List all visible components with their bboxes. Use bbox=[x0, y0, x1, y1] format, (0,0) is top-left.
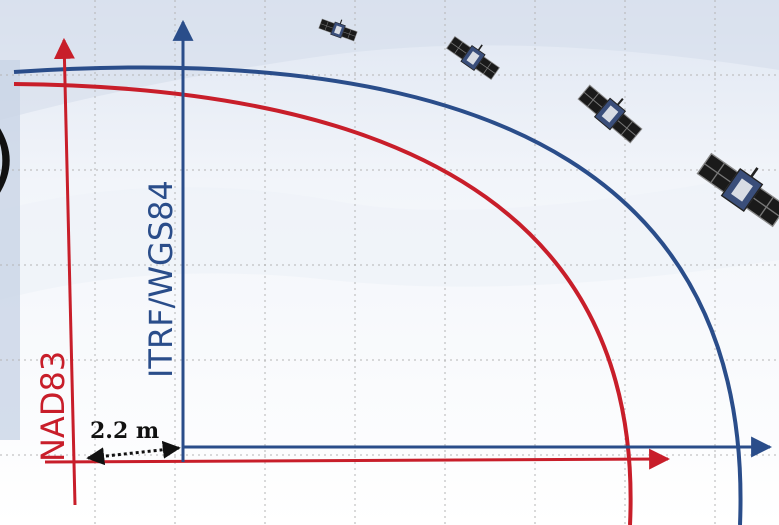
background-swoosh bbox=[0, 0, 779, 120]
offset-label: 2.2 m bbox=[90, 418, 159, 444]
left-edge-strip bbox=[0, 60, 20, 440]
blue-arc bbox=[13, 65, 743, 525]
satellite-icon bbox=[696, 152, 779, 228]
satellite-icon bbox=[577, 84, 643, 144]
satellites bbox=[318, 18, 779, 228]
nad83-label: NAD83 bbox=[34, 351, 72, 462]
background-band bbox=[0, 170, 779, 300]
satellite-icon bbox=[318, 18, 358, 42]
satellite-icon bbox=[446, 35, 500, 81]
itrf-wgs84-label: ITRF/WGS84 bbox=[142, 180, 180, 378]
red-y-axis bbox=[53, 37, 77, 506]
partial-glyph: ) bbox=[0, 114, 16, 204]
red-arc bbox=[13, 82, 633, 525]
